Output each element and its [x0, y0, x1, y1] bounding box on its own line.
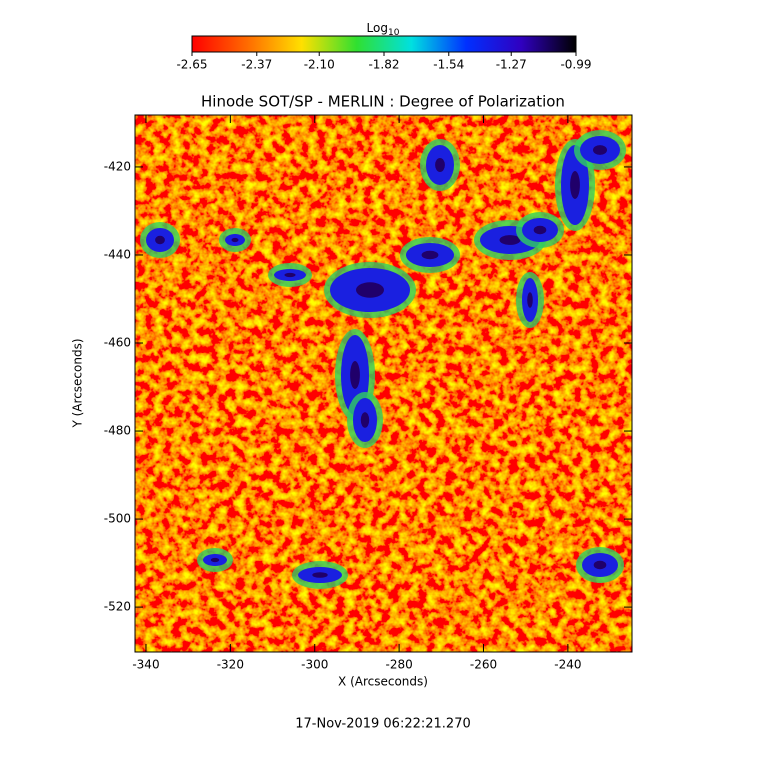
timestamp: 17-Nov-2019 06:22:21.270 [295, 717, 471, 732]
network-peak [312, 572, 328, 578]
x-tick-label: -300 [301, 658, 328, 672]
colorbar-tick-label: -1.82 [368, 58, 399, 72]
colorbar-tick-label: -2.10 [304, 58, 335, 72]
network-peak [435, 158, 445, 172]
y-tick-label: -480 [104, 424, 131, 438]
y-tick-label: -420 [104, 159, 131, 173]
y-axis-label: Y (Arcseconds) [71, 338, 85, 428]
x-tick-label: -240 [554, 658, 581, 672]
y-tick-label: -440 [104, 247, 131, 261]
network-peak [210, 557, 220, 563]
colorbar-tick-label: -1.27 [496, 58, 527, 72]
chart-title: Hinode SOT/SP - MERLIN : Degree of Polar… [201, 93, 565, 111]
network-peak [356, 282, 384, 298]
network-peak [360, 412, 370, 428]
network-peak [593, 560, 607, 570]
colorbar-tick-label: -2.65 [176, 58, 207, 72]
network-peak [421, 250, 439, 260]
heatmap-image [135, 115, 632, 652]
colorbar-tick-label: -2.37 [241, 58, 272, 72]
network-peak [499, 235, 521, 245]
network-peak [570, 171, 580, 199]
network-peak [231, 237, 239, 243]
colorbar-label-sub: 10 [388, 28, 400, 38]
network-peak [593, 145, 607, 155]
x-tick-label: -260 [470, 658, 497, 672]
network-peak [155, 235, 165, 245]
x-tick-label: -280 [385, 658, 412, 672]
colorbar [191, 35, 577, 53]
x-tick-label: -340 [132, 658, 159, 672]
colorbar-label: Log10 [367, 21, 400, 38]
plot-frame [134, 114, 633, 653]
y-tick-label: -460 [104, 336, 131, 350]
network-peak [533, 225, 547, 235]
network-peak [527, 292, 533, 308]
x-tick-label: -320 [217, 658, 244, 672]
y-tick-label: -520 [104, 600, 131, 614]
colorbar-label-main: Log [367, 21, 388, 35]
colorbar-tick-label: -0.99 [560, 58, 591, 72]
colorbar-tick-label: -1.54 [433, 58, 464, 72]
x-axis-label: X (Arcseconds) [338, 675, 428, 689]
network-peak [350, 361, 360, 389]
network-peak [284, 272, 296, 278]
y-tick-label: -500 [104, 512, 131, 526]
